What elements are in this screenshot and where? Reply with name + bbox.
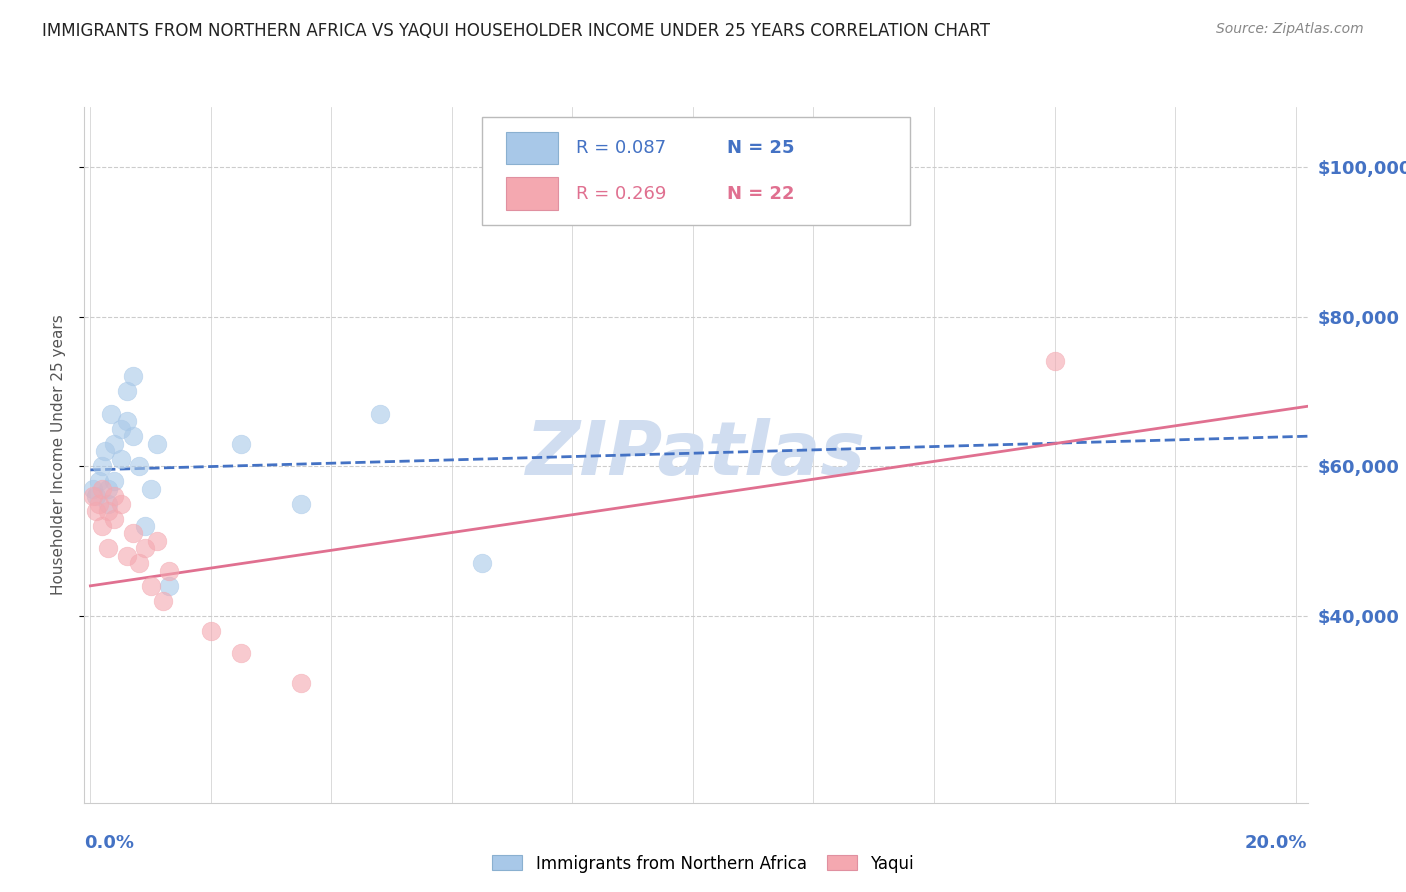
Point xyxy=(91,459,114,474)
Point xyxy=(152,594,174,608)
Text: R = 0.087: R = 0.087 xyxy=(576,139,666,157)
Point xyxy=(97,497,120,511)
Point xyxy=(86,489,108,503)
Point xyxy=(91,519,114,533)
Point xyxy=(1043,354,1066,368)
Point xyxy=(200,624,222,638)
Point xyxy=(115,414,138,428)
Point xyxy=(128,459,150,474)
Point xyxy=(128,557,150,571)
Y-axis label: Householder Income Under 25 years: Householder Income Under 25 years xyxy=(51,315,66,595)
Point xyxy=(110,451,132,466)
Point xyxy=(89,474,111,488)
Point xyxy=(94,444,117,458)
Point xyxy=(115,549,138,563)
Point xyxy=(134,519,156,533)
Point xyxy=(103,436,125,450)
Text: Source: ZipAtlas.com: Source: ZipAtlas.com xyxy=(1216,22,1364,37)
Text: IMMIGRANTS FROM NORTHERN AFRICA VS YAQUI HOUSEHOLDER INCOME UNDER 25 YEARS CORRE: IMMIGRANTS FROM NORTHERN AFRICA VS YAQUI… xyxy=(42,22,990,40)
Point xyxy=(110,422,132,436)
Point xyxy=(97,482,120,496)
Point xyxy=(229,646,252,660)
Legend: Immigrants from Northern Africa, Yaqui: Immigrants from Northern Africa, Yaqui xyxy=(485,848,921,880)
FancyBboxPatch shape xyxy=(506,132,558,164)
Point xyxy=(139,579,162,593)
Point xyxy=(229,436,252,450)
Point xyxy=(89,497,111,511)
Point xyxy=(121,429,143,443)
Point xyxy=(100,407,122,421)
Text: 0.0%: 0.0% xyxy=(84,834,135,852)
Text: ZIPatlas: ZIPatlas xyxy=(526,418,866,491)
Point xyxy=(121,369,143,384)
Point xyxy=(103,489,125,503)
Point xyxy=(157,564,180,578)
Point xyxy=(82,482,104,496)
Point xyxy=(121,526,143,541)
Point xyxy=(290,676,312,690)
FancyBboxPatch shape xyxy=(506,178,558,210)
Point xyxy=(97,504,120,518)
Text: N = 25: N = 25 xyxy=(727,139,794,157)
Text: N = 22: N = 22 xyxy=(727,185,794,202)
Point xyxy=(82,489,104,503)
Point xyxy=(103,474,125,488)
Text: R = 0.269: R = 0.269 xyxy=(576,185,666,202)
Point xyxy=(139,482,162,496)
Point xyxy=(368,407,391,421)
Point xyxy=(91,482,114,496)
Point xyxy=(103,511,125,525)
FancyBboxPatch shape xyxy=(482,118,910,226)
Point xyxy=(115,384,138,399)
Point xyxy=(86,504,108,518)
Point xyxy=(290,497,312,511)
Point xyxy=(110,497,132,511)
Point xyxy=(145,533,167,548)
Point xyxy=(134,541,156,556)
Point xyxy=(97,541,120,556)
Point xyxy=(471,557,494,571)
Point xyxy=(157,579,180,593)
Text: 20.0%: 20.0% xyxy=(1246,834,1308,852)
Point xyxy=(145,436,167,450)
